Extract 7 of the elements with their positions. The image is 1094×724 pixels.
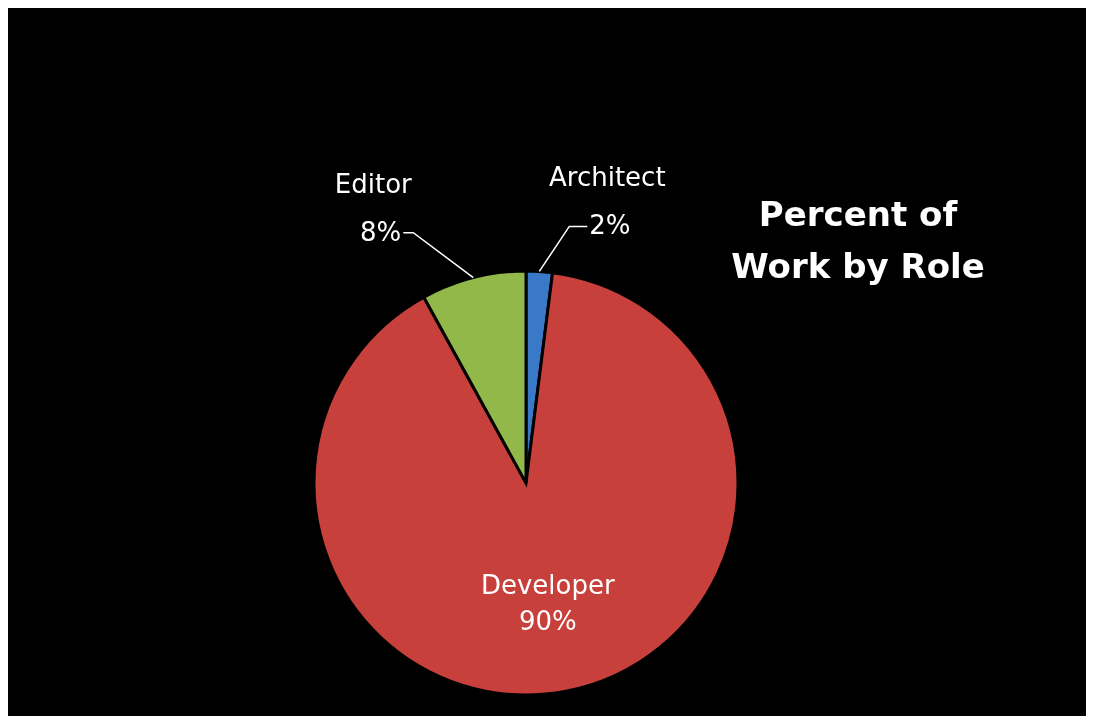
data-label: 2% <box>589 210 631 241</box>
data-label: 8% <box>360 216 402 247</box>
text: Percent of Work by Role <box>730 193 986 288</box>
data-label: 90% <box>518 605 577 636</box>
slice-label: Editor <box>334 168 413 199</box>
slice-label: Architect <box>549 162 666 193</box>
slice-label: Developer <box>480 569 616 600</box>
